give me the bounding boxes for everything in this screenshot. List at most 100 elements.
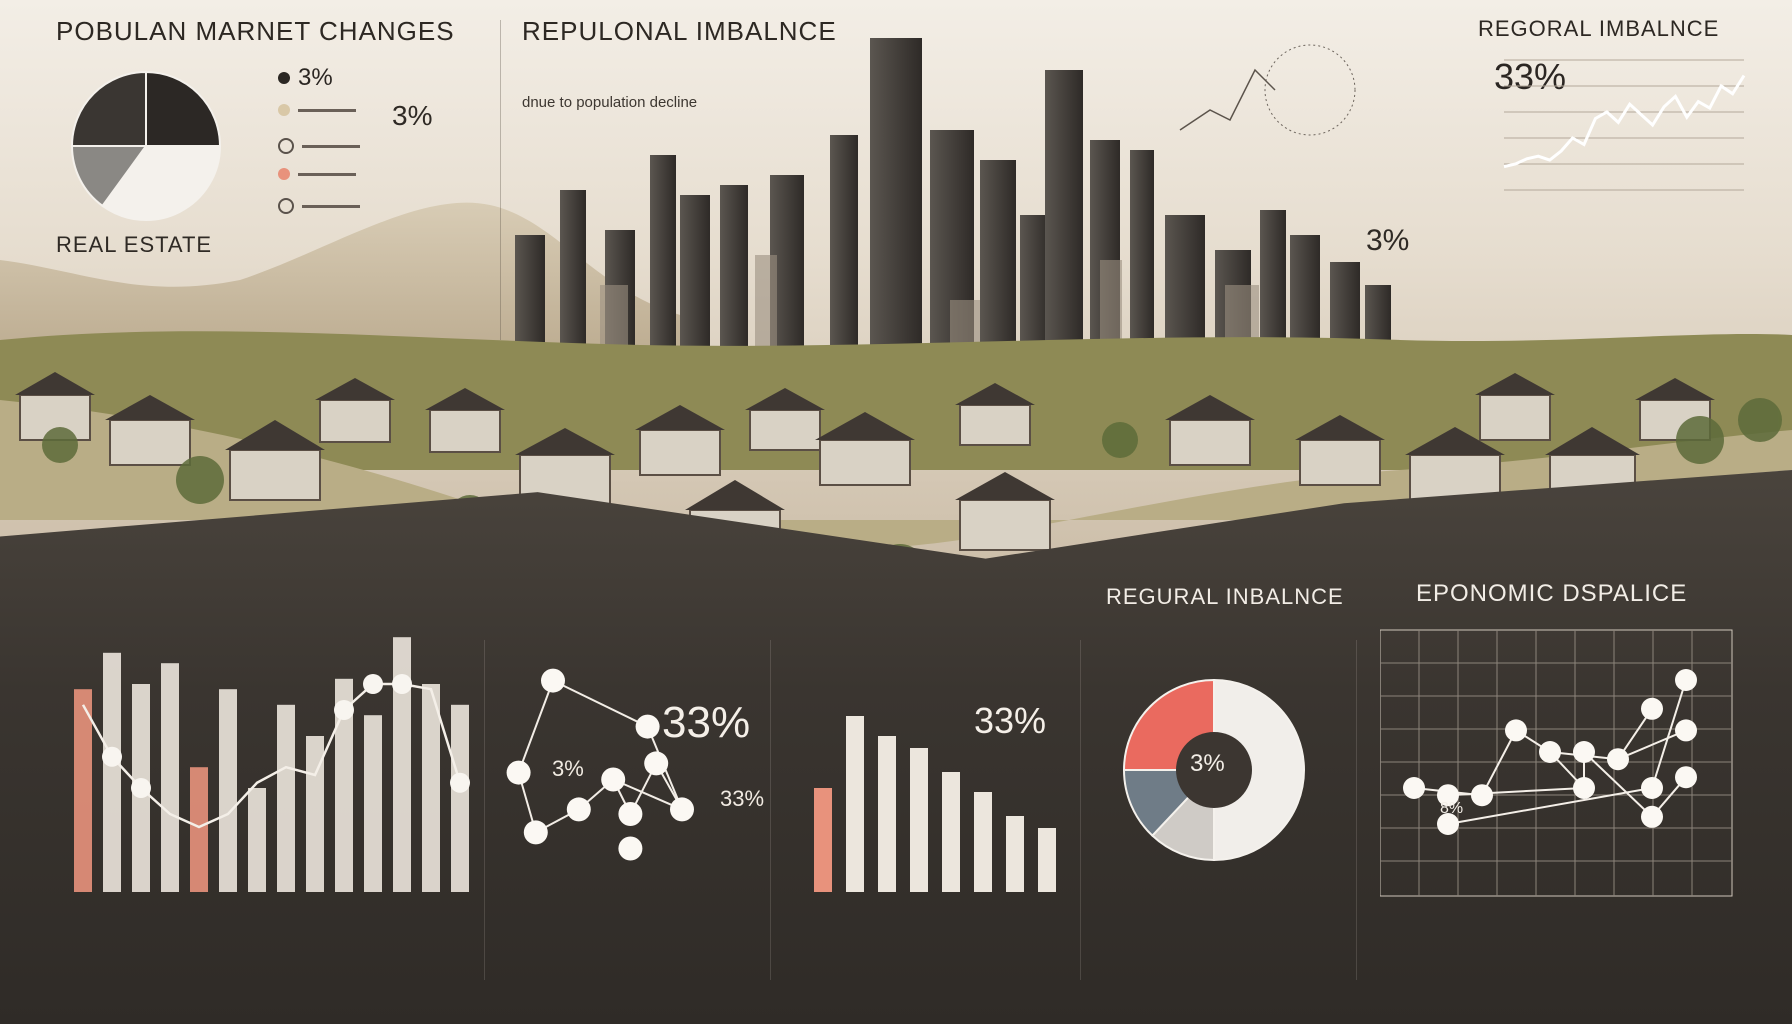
network-edge <box>552 679 649 728</box>
top-mid-title: REPULONAL IMBALNCE <box>522 16 837 46</box>
legend-row-5 <box>278 198 360 214</box>
bar-4 <box>161 663 179 892</box>
scatter-point-11 <box>1641 777 1663 799</box>
donut-hole <box>1176 732 1252 808</box>
scatter-point-4 <box>1471 784 1493 807</box>
legend-pct-b: 3% <box>392 100 433 131</box>
top-mid-subtitle: dnue to population decline <box>522 94 698 111</box>
network-edge <box>517 680 554 773</box>
bottom-right-title: EPONOMIC DSPALICE <box>1416 580 1688 607</box>
divider <box>500 20 501 340</box>
line-point-10 <box>334 700 354 720</box>
scatter-point-1 <box>1403 777 1425 799</box>
legend-line <box>302 144 360 148</box>
legend-row-2 <box>278 104 356 116</box>
bar-8 <box>277 704 295 892</box>
scatter-point-5 <box>601 767 626 792</box>
pie-slice-3 <box>70 145 148 208</box>
scatter-point-3 <box>1437 813 1459 835</box>
scatter-point-12 <box>1641 805 1663 828</box>
divider <box>1356 640 1357 980</box>
legend-dot <box>278 138 294 154</box>
panel2-scatter-chart <box>506 668 694 861</box>
legend-row-3 <box>278 138 360 154</box>
line-point-2 <box>102 746 122 767</box>
divider <box>770 640 771 980</box>
bar-8 <box>1038 828 1056 892</box>
scatter-point-4 <box>566 797 591 822</box>
bottom-mid-title: REGURAL INBALNCE <box>1106 584 1344 609</box>
bar-6 <box>219 689 237 892</box>
top-right-title: REGORAL IMBALNCE <box>1478 16 1720 41</box>
legend-line <box>302 204 360 208</box>
bar-6 <box>974 792 992 892</box>
line-point-14 <box>450 772 470 793</box>
scatter-point-9 <box>670 797 694 822</box>
legend-dot <box>278 168 290 180</box>
line-point-12 <box>392 674 412 694</box>
city-pct: 3% <box>1366 224 1410 257</box>
scatter-pct: 8% <box>1440 800 1464 817</box>
pie-slice-4 <box>70 70 147 147</box>
panel2-pct: 33% <box>662 698 751 747</box>
scatter-point-9 <box>1607 748 1629 771</box>
scatter-point-7 <box>1573 777 1595 799</box>
bar-1 <box>814 788 832 892</box>
bar-13 <box>422 684 440 892</box>
bar-7 <box>1006 816 1024 892</box>
bar-7 <box>248 788 266 892</box>
scatter-point-6 <box>618 802 643 826</box>
bar-4 <box>910 748 928 892</box>
bar-11 <box>364 715 382 892</box>
legend-pct-a: 3% <box>298 64 333 91</box>
bar-10 <box>335 678 353 892</box>
scatter-point-13 <box>1675 669 1697 691</box>
panel2-lower-pct: 33% <box>720 786 765 811</box>
panel1-bar-line-chart <box>74 637 470 892</box>
panel4-donut-chart <box>1122 678 1305 862</box>
scatter-point-5 <box>1505 719 1527 742</box>
real-estate-label: REAL ESTATE <box>56 232 213 257</box>
legend-row-1: 3% <box>278 64 333 92</box>
legend-row-4 <box>278 168 356 180</box>
scatter-point-2 <box>1437 784 1459 807</box>
network-edge <box>612 778 683 811</box>
pie-slice-1 <box>1213 678 1305 862</box>
bar-3 <box>878 736 896 892</box>
panel3-pct: 33% <box>974 700 1047 741</box>
legend-dot <box>278 72 290 84</box>
upper-scatter-decor <box>1179 44 1356 136</box>
donut-center-pct: 3% <box>1190 750 1225 777</box>
line-point-11 <box>363 674 383 694</box>
panel5-scatter-grid-chart <box>1380 629 1733 897</box>
divider <box>1080 640 1081 980</box>
pie-slice-1 <box>145 70 222 147</box>
pie-slice-2 <box>101 145 222 221</box>
legend-line <box>298 108 356 112</box>
top-right-line-chart <box>1503 59 1746 191</box>
scatter-point-10 <box>1641 697 1663 720</box>
line-point-3 <box>131 778 151 798</box>
scatter-point-14 <box>1675 719 1697 742</box>
network-edge <box>1583 751 1653 818</box>
panel3-bar-chart <box>814 716 1056 892</box>
scatter-point-6 <box>1539 741 1561 763</box>
bar-12 <box>393 637 411 892</box>
panel2-small-pct: 3% <box>552 756 584 781</box>
network-edge <box>1617 729 1687 761</box>
bar-2 <box>846 716 864 892</box>
bar-14 <box>451 704 469 892</box>
legend-dot <box>278 104 290 116</box>
legend-dot <box>278 198 294 214</box>
bar-2 <box>103 652 121 892</box>
network-edge <box>1447 787 1653 825</box>
top-right-pct: 33% <box>1494 56 1567 97</box>
scatter-point-7 <box>644 751 669 776</box>
bar-5 <box>190 767 208 892</box>
legend-line <box>298 172 356 176</box>
scatter-point-2 <box>506 760 531 785</box>
scatter-point-8 <box>1573 741 1595 763</box>
divider <box>484 640 485 980</box>
scatter-point-8 <box>618 836 643 861</box>
scatter-point-10 <box>635 714 660 739</box>
